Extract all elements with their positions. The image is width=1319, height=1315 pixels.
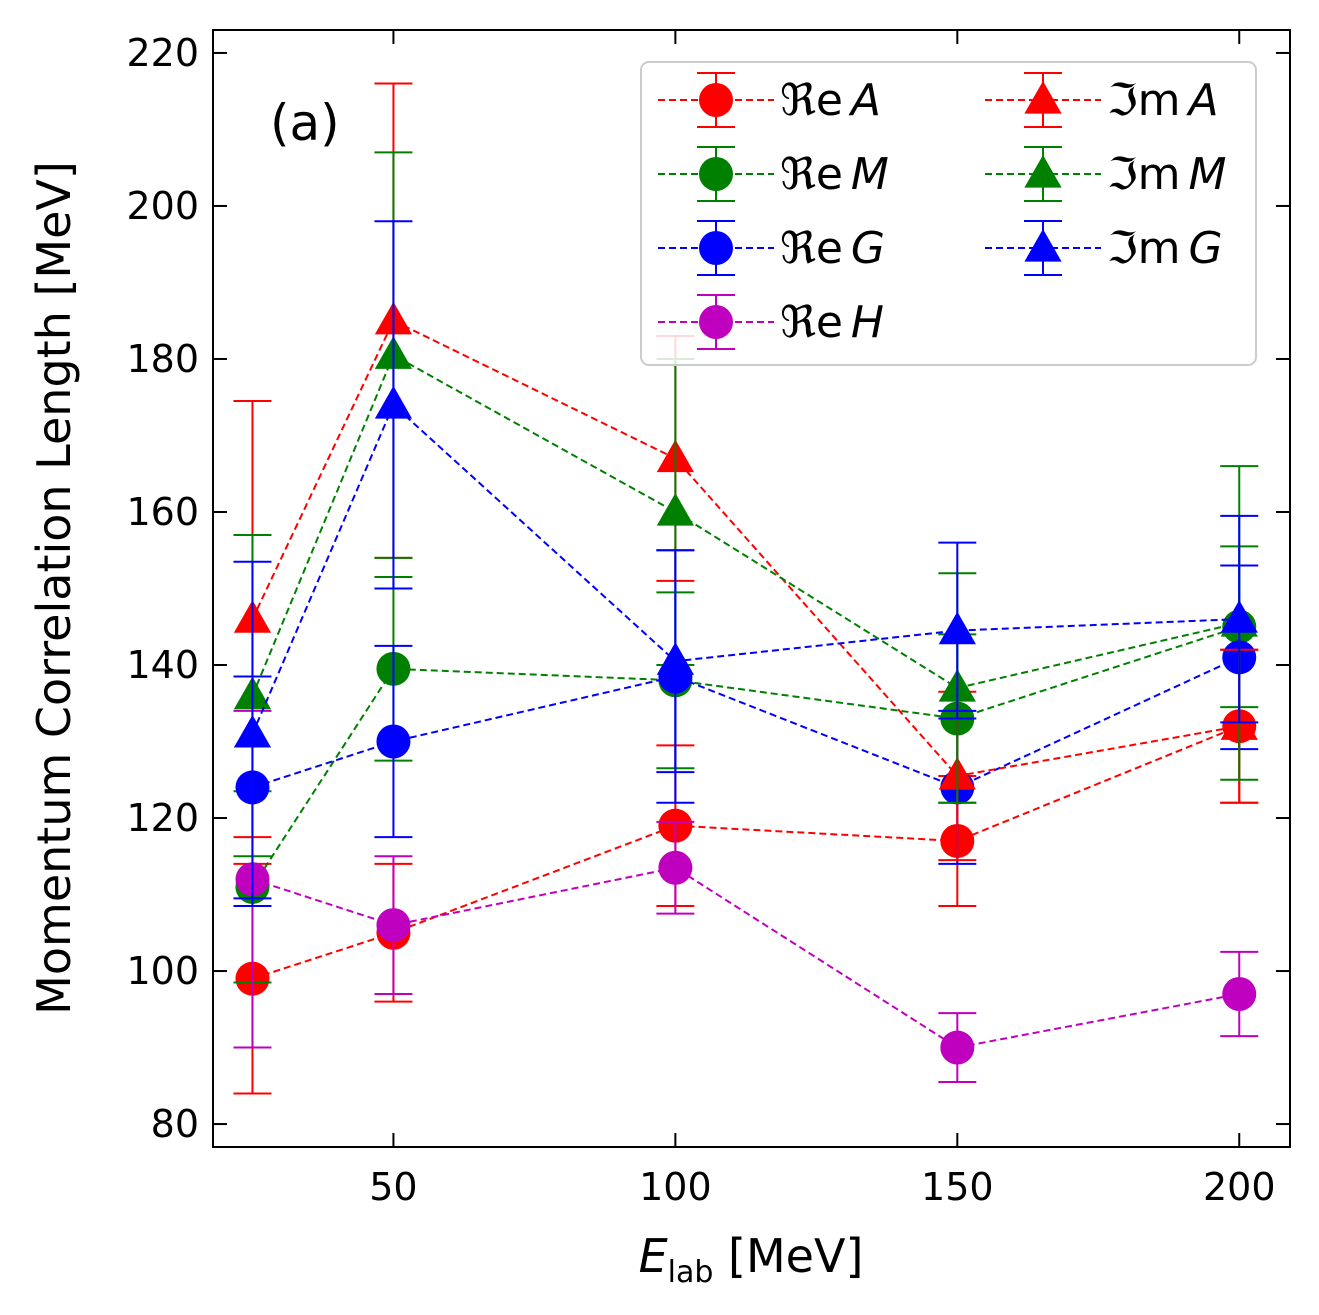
data-point-ImG xyxy=(233,714,272,748)
legend-symbol: M xyxy=(1189,149,1227,200)
y-axis-label: Momentum Correlation Length [MeV] xyxy=(27,161,81,1015)
legend-entry-ReA: ℜe A xyxy=(658,72,881,128)
legend-symbol: A xyxy=(848,75,881,126)
data-point-ImG xyxy=(374,385,413,419)
legend-label-ReG: ℜe G xyxy=(780,223,885,274)
legend-entry-ImM: ℑm M xyxy=(985,146,1227,202)
series-ReH xyxy=(233,709,1259,1083)
series-line-ImA xyxy=(251,319,1240,778)
plot-frame xyxy=(212,29,1291,1148)
legend-prefix: ℜe xyxy=(780,223,843,274)
data-point-ImG xyxy=(656,642,694,675)
legend-label-ImA: ℑm A xyxy=(1107,75,1219,126)
data-point-ReG xyxy=(376,724,411,759)
data-point-ReH xyxy=(658,850,693,885)
y-tick-label: 180 xyxy=(126,337,199,381)
y-tick-label: 100 xyxy=(126,949,199,993)
data-point-ImG xyxy=(938,611,976,645)
series-line-ReH xyxy=(252,866,1240,1049)
y-tick-label: 160 xyxy=(126,490,199,534)
legend: ℜe Aℜe Mℜe Gℜe Hℑm Aℑm Mℑm G xyxy=(640,61,1257,366)
data-series xyxy=(233,82,1259,1095)
legend-marker-ReA xyxy=(699,83,733,117)
x-tick-label: 50 xyxy=(369,1165,417,1209)
x-axis-label-rest: [MeV] xyxy=(713,1229,863,1283)
x-tick-label: 100 xyxy=(639,1165,712,1209)
legend-symbol: G xyxy=(1189,223,1223,274)
legend-entry-ImG: ℑm G xyxy=(985,220,1223,276)
y-tick-label: 120 xyxy=(126,796,199,840)
legend-prefix: ℑm xyxy=(1107,75,1181,126)
legend-entry-ReH: ℜe H xyxy=(658,294,884,350)
legend-label-ImG: ℑm G xyxy=(1107,223,1223,274)
series-ReG xyxy=(233,549,1259,900)
legend-symbol: H xyxy=(851,297,884,348)
x-axis-label: Elab [MeV] xyxy=(639,1229,864,1290)
legend-prefix: ℑm xyxy=(1107,149,1181,200)
legend-prefix: ℜe xyxy=(780,149,843,200)
data-point-ReH xyxy=(1222,976,1257,1011)
legend-entry-ReM: ℜe M xyxy=(658,146,889,202)
x-axis-label-main: E xyxy=(639,1229,668,1283)
data-point-ImM xyxy=(656,492,694,526)
x-axis-label-sub: lab xyxy=(668,1255,714,1290)
legend-label-ReA: ℜe A xyxy=(780,75,881,126)
legend-marker-ImG xyxy=(1024,229,1062,262)
legend-label-ImM: ℑm M xyxy=(1107,149,1227,200)
y-tick-label: 80 xyxy=(151,1102,199,1146)
data-point-ImG xyxy=(1220,600,1258,633)
legend-symbol: A xyxy=(1186,75,1219,126)
legend-prefix: ℜe xyxy=(780,297,843,348)
legend-prefix: ℑm xyxy=(1107,223,1181,274)
legend-symbol: M xyxy=(851,149,889,200)
legend-box xyxy=(640,61,1257,366)
legend-marker-ImM xyxy=(1024,155,1062,188)
x-tick-label: 200 xyxy=(1203,1165,1276,1209)
data-point-ReH xyxy=(940,1030,975,1065)
series-line-ImM xyxy=(251,353,1240,696)
legend-label-ReM: ℜe M xyxy=(780,149,889,200)
axis-ticks: 50 100 150 200 80 100 120 140 160 180 200 220 xyxy=(126,30,1290,1209)
legend-prefix: ℜe xyxy=(780,75,843,126)
y-tick-label: 140 xyxy=(126,643,199,687)
panel-label: (a) xyxy=(270,94,340,152)
legend-marker-ImA xyxy=(1024,81,1062,114)
data-point-ReH xyxy=(376,908,411,943)
x-tick-label: 150 xyxy=(921,1165,994,1209)
legend-marker-ReH xyxy=(699,305,733,339)
series-ReA xyxy=(233,648,1259,1095)
legend-symbol: G xyxy=(851,223,885,274)
legend-label-ReH: ℜe H xyxy=(780,297,884,348)
legend-marker-ReM xyxy=(699,157,733,191)
y-tick-label: 220 xyxy=(126,31,199,75)
series-ImG xyxy=(233,220,1259,908)
legend-entry-ReG: ℜe G xyxy=(658,220,885,276)
y-tick-label: 200 xyxy=(126,184,199,228)
legend-marker-ReG xyxy=(699,231,733,265)
series-line-ImG xyxy=(251,403,1240,735)
legend-entry-ImA: ℑm A xyxy=(985,72,1219,128)
